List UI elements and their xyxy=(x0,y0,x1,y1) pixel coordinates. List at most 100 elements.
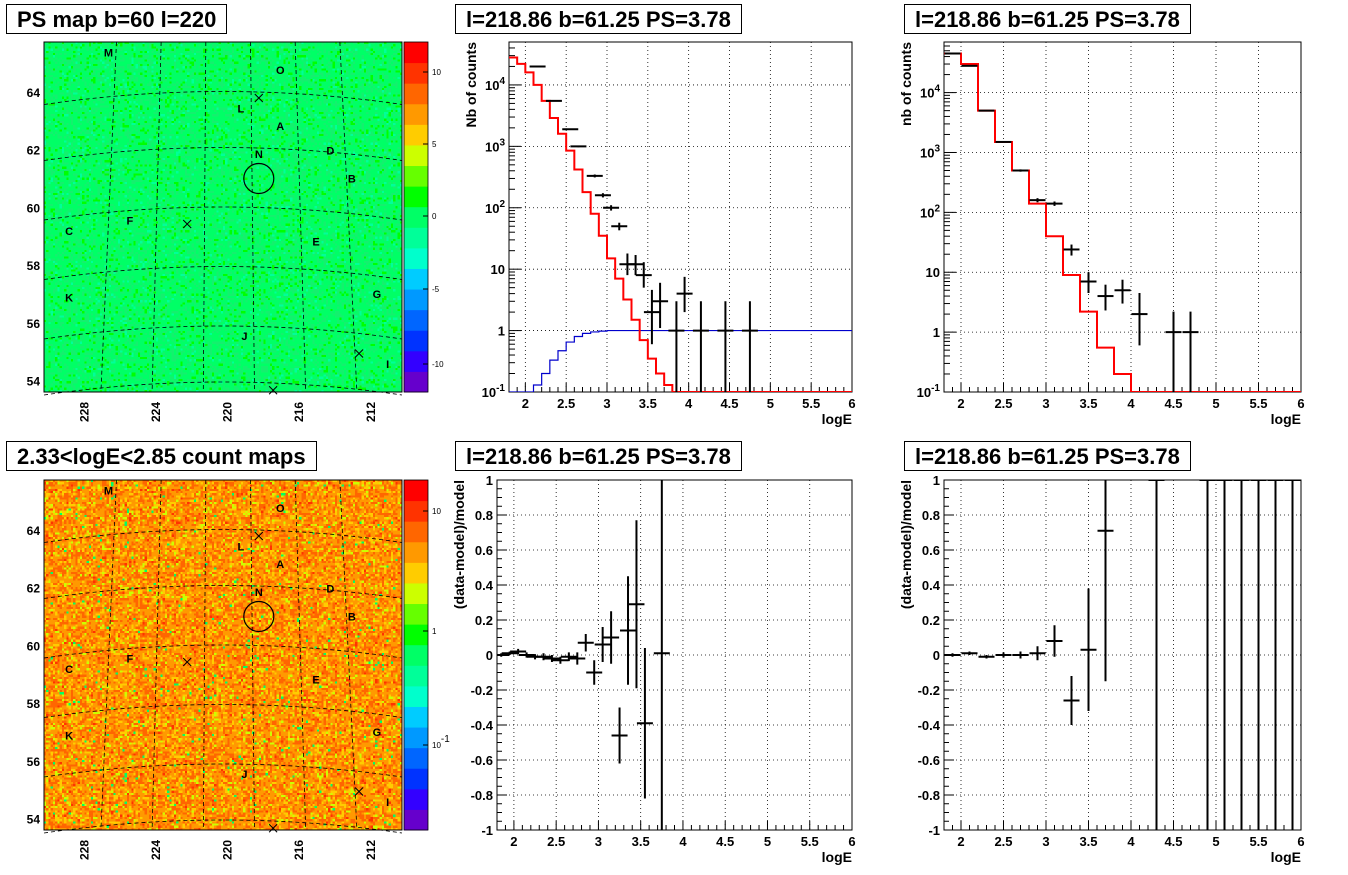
longitude-line xyxy=(202,479,207,831)
x-tick-label: 2 xyxy=(522,396,529,411)
colorbar-swatch xyxy=(404,289,428,311)
data-point xyxy=(535,653,552,661)
y-tick-label: -0.2 xyxy=(918,683,940,698)
y-tick-label: 10 xyxy=(491,262,505,277)
x-tick-label: 4 xyxy=(679,834,687,849)
colorbar-swatch xyxy=(404,582,428,605)
x-tick-label: 3.5 xyxy=(1079,834,1097,849)
source-label: E xyxy=(312,675,319,687)
spectrum-2-chart: 2 2.5 3 3.5 4 4.5 5 5.5 6 10-1 1 10 102 103 104 logE nb … xyxy=(898,41,1305,427)
data-point xyxy=(611,707,628,764)
y-tick-label: -0.6 xyxy=(918,753,940,768)
colorbar-swatch xyxy=(404,624,428,646)
latitude-line xyxy=(43,91,403,105)
y-tick-label: 0.2 xyxy=(475,613,493,628)
source-label: L xyxy=(238,104,245,116)
map-y-tick-label: 58 xyxy=(27,697,41,711)
residual-1-chart: 2 2.5 3 3.5 4 4.5 5 5.5 6 -1 -0.8 -0.6 -0.4 -0.2 0 0.2 0… xyxy=(451,473,856,865)
source-label: L xyxy=(238,542,245,554)
cross-marker xyxy=(254,531,264,541)
x-tick-label: 6 xyxy=(1297,834,1304,849)
map-y-tick-label: 54 xyxy=(27,813,41,827)
x-tick-label: 5.5 xyxy=(802,396,820,411)
source-label: K xyxy=(65,731,73,743)
data-point xyxy=(668,301,685,392)
y-tick-label: 0.8 xyxy=(922,508,940,523)
data-point xyxy=(1233,480,1250,830)
source-label: I xyxy=(386,359,389,371)
model-histogram xyxy=(944,52,1301,392)
x-tick-label: 4.5 xyxy=(1164,396,1182,411)
data-point xyxy=(1012,651,1029,659)
longitude-line xyxy=(202,41,207,393)
data-point xyxy=(692,301,709,392)
longitude-line xyxy=(294,479,307,831)
colorbar-swatch xyxy=(404,186,428,208)
colorbar: -10 -5 0 5 10 xyxy=(403,41,444,393)
source-label: F xyxy=(127,216,134,228)
data-point xyxy=(676,276,693,313)
data-point xyxy=(510,648,527,655)
source-label: A xyxy=(276,121,284,133)
data-point xyxy=(1012,169,1029,172)
y-tick-label: 1 xyxy=(933,473,940,488)
y-tick-label: 0.8 xyxy=(475,508,493,523)
data-point xyxy=(653,480,670,830)
cross-marker xyxy=(354,787,364,796)
data-point xyxy=(501,651,518,655)
y-tick-label: -1 xyxy=(481,823,493,838)
x-tick-label: 2 xyxy=(510,834,517,849)
map-frame xyxy=(43,479,403,831)
data-point xyxy=(545,99,562,102)
source-label: M xyxy=(104,48,113,60)
map-y-tick-label: 56 xyxy=(27,755,41,769)
data-point xyxy=(652,282,669,329)
data-point xyxy=(635,262,652,288)
colorbar-label: -10 xyxy=(432,360,444,369)
y-tick-label: -0.8 xyxy=(471,788,493,803)
x-tick-label: 5.5 xyxy=(801,834,819,849)
colorbar-swatch xyxy=(404,206,428,228)
colorbar-swatch xyxy=(404,165,428,187)
colorbar-label: 10 xyxy=(432,507,441,516)
map1-title: PS map b=60 l=220 xyxy=(6,4,228,34)
latitude-line xyxy=(43,819,403,834)
y-tick-label: 1 xyxy=(933,325,940,340)
data-point xyxy=(961,651,978,655)
y-tick-label: 0 xyxy=(486,648,493,663)
y-tick-label: 0 xyxy=(933,648,940,663)
map-y-tick-label: 56 xyxy=(27,317,41,331)
latitude-line xyxy=(43,585,403,599)
map-y-tick-label: 62 xyxy=(27,582,41,596)
colorbar-swatch xyxy=(404,103,428,125)
x-tick-label: 3.5 xyxy=(632,834,650,849)
source-label: N xyxy=(255,149,263,161)
data-point xyxy=(577,634,594,652)
colorbar-swatch xyxy=(404,330,428,352)
data-point xyxy=(1046,201,1063,206)
colorbar-swatch xyxy=(404,83,428,105)
colorbar-label: 0 xyxy=(432,212,437,221)
data-point xyxy=(1148,480,1165,830)
data-point xyxy=(1063,244,1080,256)
source-label: G xyxy=(373,727,382,739)
data-point xyxy=(611,222,628,231)
data-point xyxy=(560,652,577,662)
colorbar-swatch xyxy=(404,747,428,769)
colorbar-swatch xyxy=(404,562,428,584)
data-point xyxy=(643,289,660,345)
data-point xyxy=(995,652,1012,658)
longitude-line xyxy=(100,41,117,393)
colorbar-swatch xyxy=(404,268,428,290)
map2-title: 2.33<logE<2.85 count maps xyxy=(6,441,317,471)
y-tick-label: 10-1 xyxy=(482,383,506,400)
source-label: A xyxy=(276,559,284,571)
source-label: J xyxy=(241,331,247,343)
colorbar-swatch xyxy=(404,62,428,84)
exposure-histogram xyxy=(509,329,852,392)
data-point xyxy=(586,660,603,685)
data-point xyxy=(1182,311,1199,392)
source-label: C xyxy=(65,664,73,676)
map-y-tick-label: 64 xyxy=(27,86,41,100)
colorbar-swatch xyxy=(404,788,428,810)
